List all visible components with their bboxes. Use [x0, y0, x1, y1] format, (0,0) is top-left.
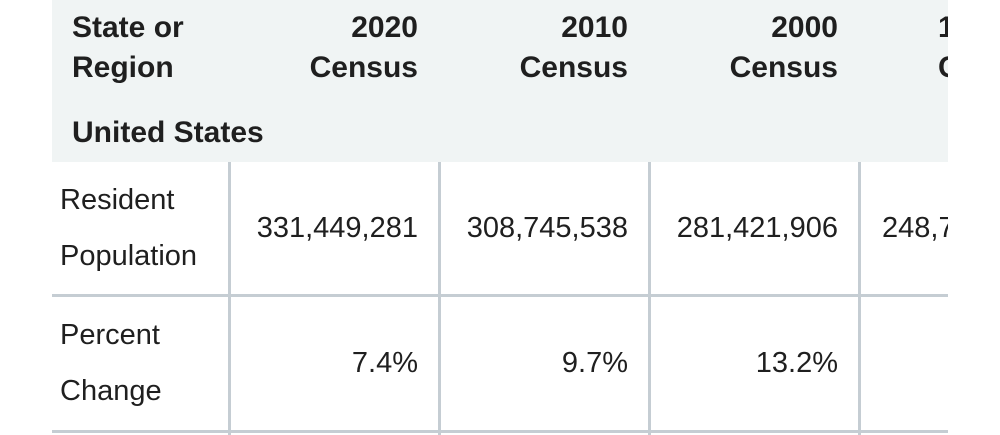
cell-population-2010: 308,745,538	[466, 212, 628, 244]
header-2020-census: 2020 Census	[292, 8, 418, 88]
cell-percent-change-2010: 9.7%	[561, 347, 628, 379]
header-1990-census: 1990 Census	[938, 8, 948, 88]
row-label-resident-population: Resident Population	[60, 172, 197, 284]
header-2010-line-2: Census	[519, 51, 628, 84]
header-state-line-1: State or	[72, 11, 184, 44]
header-2000-census: 2000 Census	[712, 8, 838, 88]
row-label-line-2: Population	[60, 240, 198, 272]
header-2010-census: 2010 Census	[502, 8, 628, 88]
grid-line-vertical-1	[228, 162, 231, 435]
row-label-line-1: Resident	[60, 184, 175, 216]
census-table: State or Region 2020 Census 2010 Census …	[52, 0, 948, 435]
header-state-or-region: State or Region	[72, 8, 184, 88]
cell-percent-change-2020: 7.4%	[351, 347, 418, 379]
header-1990-line-2: Census	[938, 48, 948, 88]
header-2010-line-1: 2010	[561, 11, 628, 44]
row-label-percent-change: Percent Change	[60, 307, 162, 419]
grid-line-row-divider	[52, 294, 948, 297]
header-state-line-2: Region	[72, 51, 174, 84]
grid-line-vertical-3	[648, 162, 651, 435]
cell-population-2000: 281,421,906	[676, 212, 838, 244]
header-2020-line-2: Census	[309, 51, 418, 84]
table-header	[52, 0, 948, 162]
header-2020-line-1: 2020	[351, 11, 418, 44]
grid-line-vertical-2	[438, 162, 441, 435]
row-label-line-1: Percent	[60, 319, 160, 351]
cell-percent-change-2000: 13.2%	[755, 347, 838, 379]
region-name: United States	[72, 116, 264, 149]
cell-population-2020: 331,449,281	[256, 212, 418, 244]
header-1990-line-1: 1990	[938, 11, 948, 44]
row-label-line-2: Change	[60, 375, 162, 407]
header-2000-line-1: 2000	[771, 11, 838, 44]
header-2000-line-2: Census	[729, 51, 838, 84]
cell-population-1990: 248,709,873	[882, 212, 948, 244]
grid-line-vertical-4	[858, 162, 861, 435]
grid-line-bottom	[52, 430, 948, 433]
